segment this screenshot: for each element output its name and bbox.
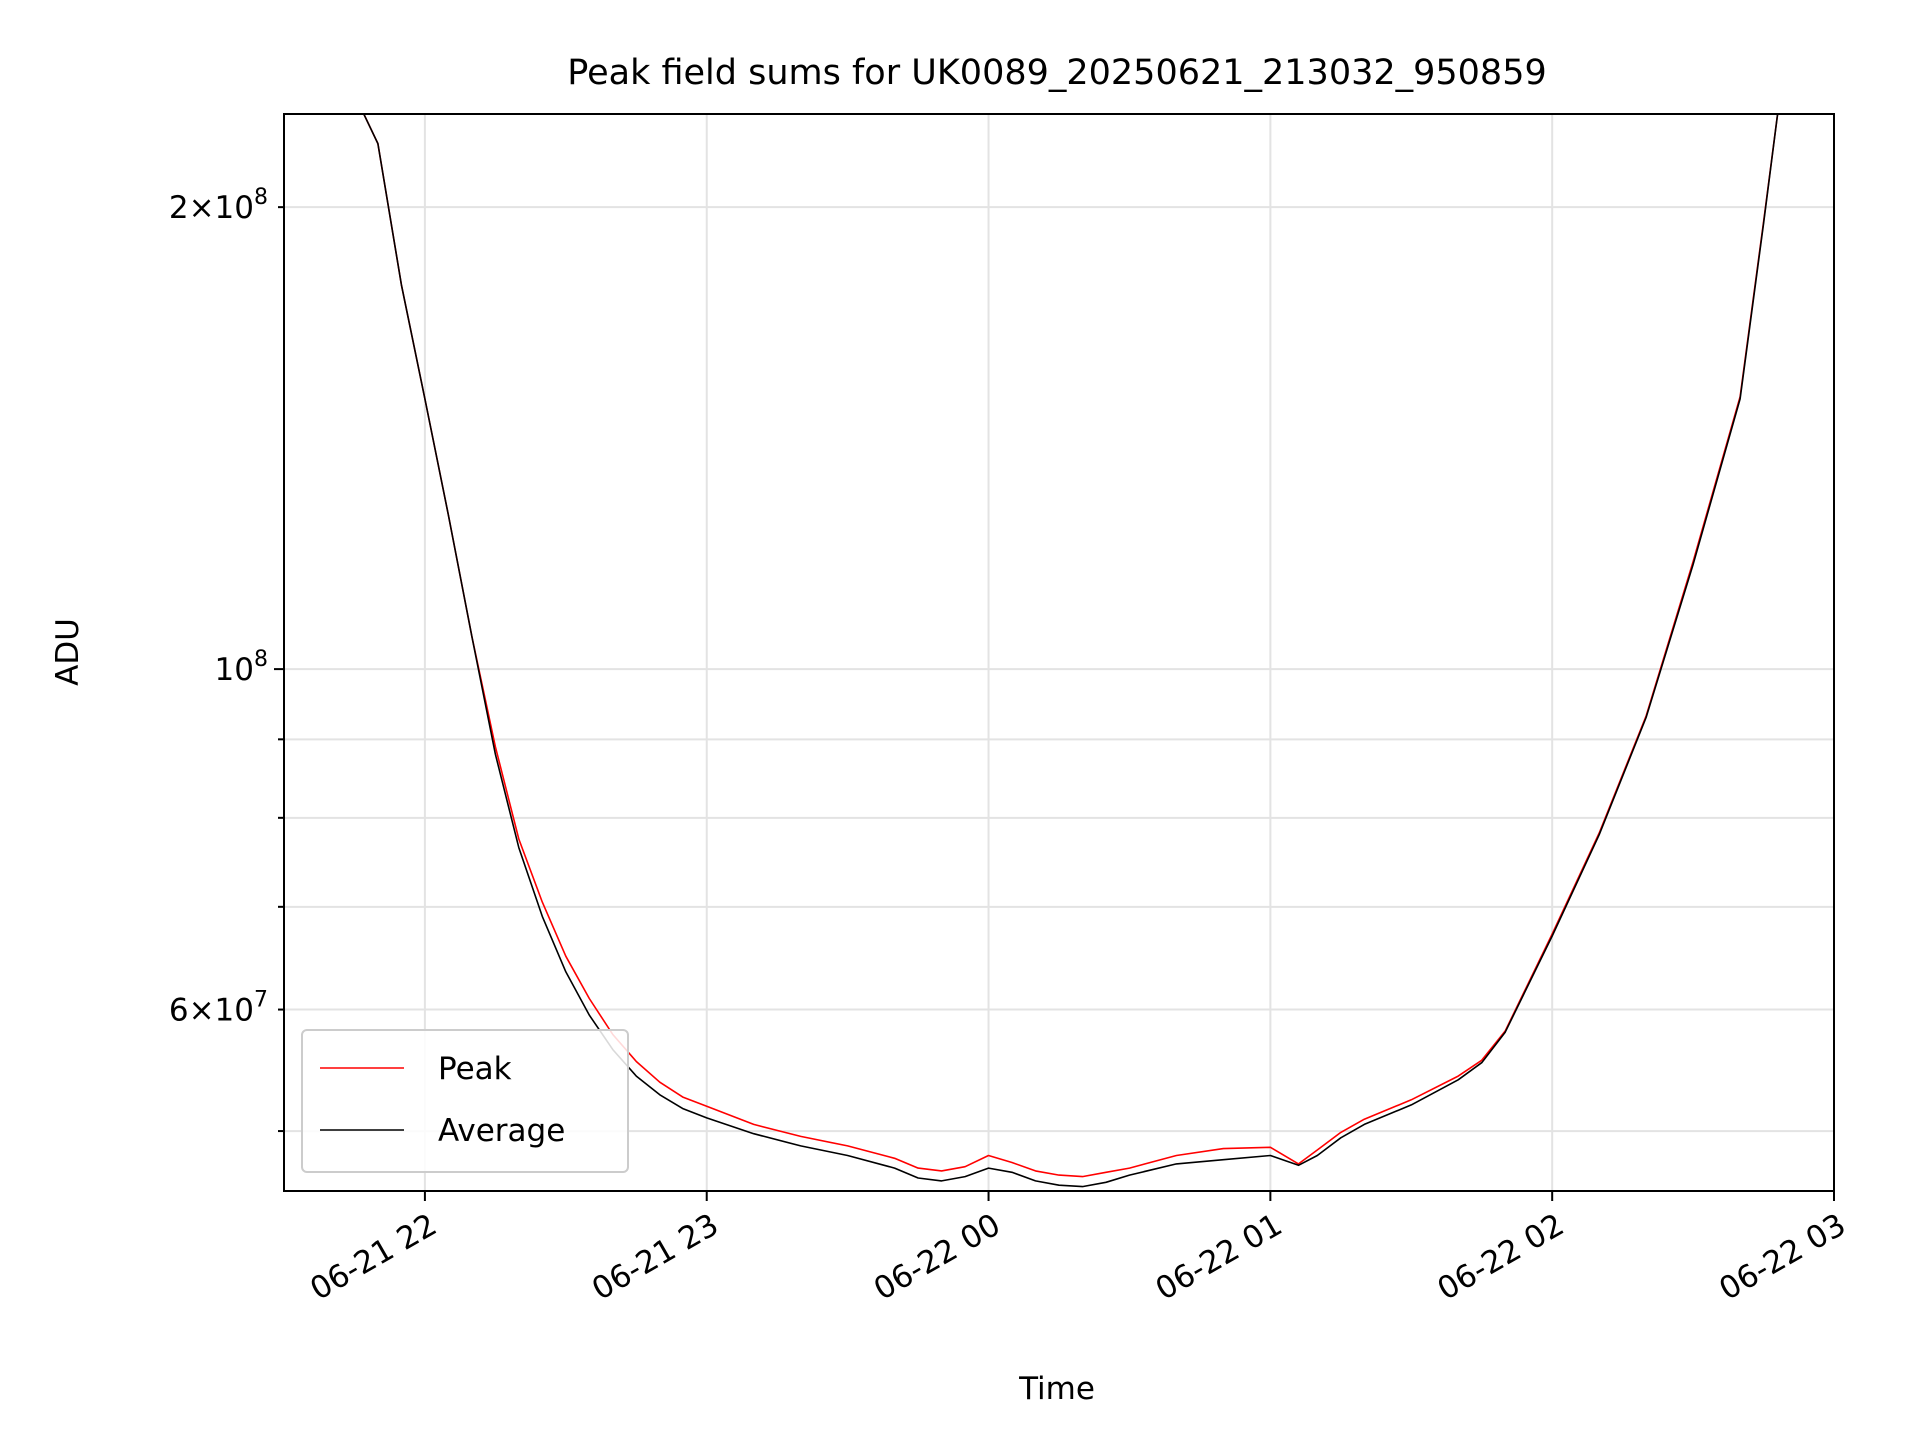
y-tick-mantissa: 6 [169,993,189,1029]
y-tick-base: 10 [215,993,254,1029]
legend: Peak Average [301,1029,629,1173]
legend-box [301,1029,629,1173]
grid [284,114,1835,1191]
y-tick-times: × [189,190,215,226]
legend-label-peak: Peak [438,1051,512,1087]
y-tick-exponent: 7 [254,988,268,1013]
y-tick-base: 10 [215,190,254,226]
y-tick-label: 108 [215,647,268,688]
plot-frame [283,113,1835,1192]
y-tick-label: 6×107 [169,988,268,1029]
y-tick-exponent: 8 [254,185,268,210]
series-line-average [363,114,1779,1188]
y-tick-times: × [189,993,215,1029]
x-axis-label: Time [1018,1371,1095,1407]
y-tick-base: 10 [215,652,254,688]
y-tick-exponent: 8 [254,647,268,672]
chart-title: Peak field sums for UK0089_20250621_2130… [567,53,1547,93]
series-line-peak [363,114,1779,1178]
legend-label-average: Average [438,1113,565,1149]
y-axis-label: ADU [50,618,86,686]
series-layer [363,114,1779,1188]
y-tick-label: 2×108 [169,185,268,226]
y-tick-mantissa: 2 [169,190,189,226]
